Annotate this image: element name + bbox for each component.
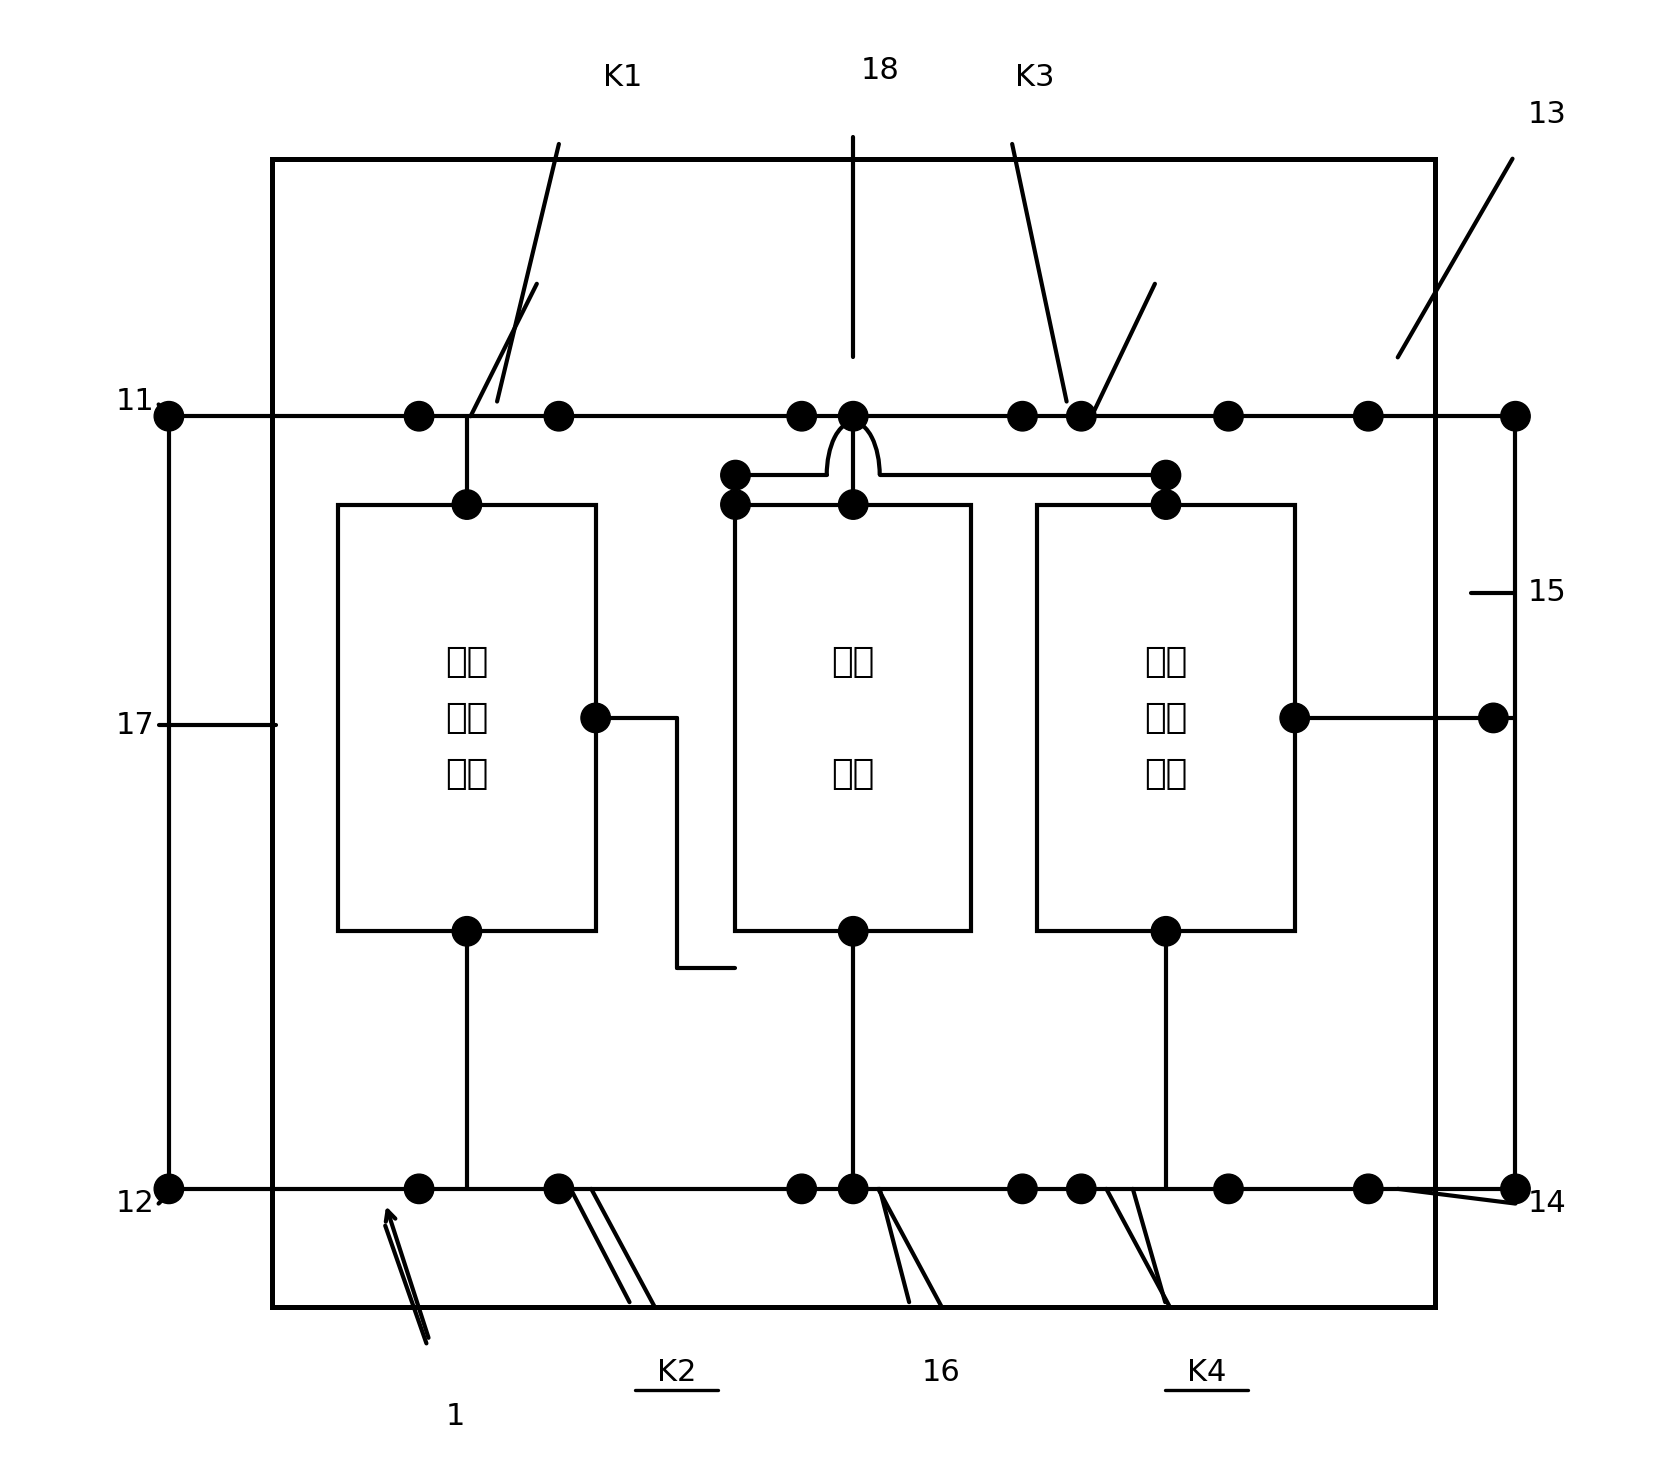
Circle shape: [404, 1174, 434, 1203]
Text: 18: 18: [860, 56, 899, 86]
Text: 隔离
电源
模块: 隔离 电源 模块: [446, 645, 488, 790]
Circle shape: [453, 490, 481, 519]
Circle shape: [721, 490, 750, 519]
Text: K3: K3: [1015, 64, 1055, 92]
Circle shape: [838, 916, 869, 946]
Circle shape: [1150, 490, 1181, 519]
Text: 储能

模块: 储能 模块: [832, 645, 875, 790]
Text: K1: K1: [604, 64, 642, 92]
Circle shape: [1150, 916, 1181, 946]
Text: 13: 13: [1528, 101, 1566, 129]
Bar: [339, 505, 595, 931]
Circle shape: [1501, 1174, 1529, 1203]
Text: 开关
驱动
模块: 开关 驱动 模块: [1144, 645, 1187, 790]
Circle shape: [1479, 703, 1508, 733]
Circle shape: [1214, 1174, 1243, 1203]
Circle shape: [1008, 1174, 1036, 1203]
Circle shape: [1353, 1174, 1384, 1203]
Bar: [272, 158, 1434, 1307]
Circle shape: [543, 401, 574, 431]
Circle shape: [404, 401, 434, 431]
Circle shape: [1067, 1174, 1097, 1203]
Text: 17: 17: [116, 710, 154, 740]
Circle shape: [787, 1174, 817, 1203]
Circle shape: [154, 401, 183, 431]
Circle shape: [721, 460, 750, 490]
Text: K4: K4: [1187, 1359, 1226, 1387]
Circle shape: [1280, 703, 1310, 733]
Text: 12: 12: [116, 1188, 154, 1218]
Text: 15: 15: [1528, 579, 1566, 607]
Bar: [1036, 505, 1295, 931]
Circle shape: [1067, 401, 1097, 431]
Circle shape: [1214, 401, 1243, 431]
Circle shape: [1150, 460, 1181, 490]
Circle shape: [154, 1174, 183, 1203]
Circle shape: [1353, 401, 1384, 431]
Circle shape: [838, 490, 869, 519]
Circle shape: [1008, 401, 1036, 431]
Text: K2: K2: [657, 1359, 696, 1387]
Text: 1: 1: [446, 1402, 466, 1431]
Circle shape: [580, 703, 610, 733]
Text: 14: 14: [1528, 1188, 1566, 1218]
Circle shape: [1501, 401, 1529, 431]
Circle shape: [787, 401, 817, 431]
Circle shape: [543, 1174, 574, 1203]
Text: 16: 16: [922, 1359, 961, 1387]
Circle shape: [838, 401, 869, 431]
Circle shape: [838, 1174, 869, 1203]
Text: 11: 11: [116, 386, 154, 416]
Circle shape: [453, 916, 481, 946]
Bar: [736, 505, 971, 931]
